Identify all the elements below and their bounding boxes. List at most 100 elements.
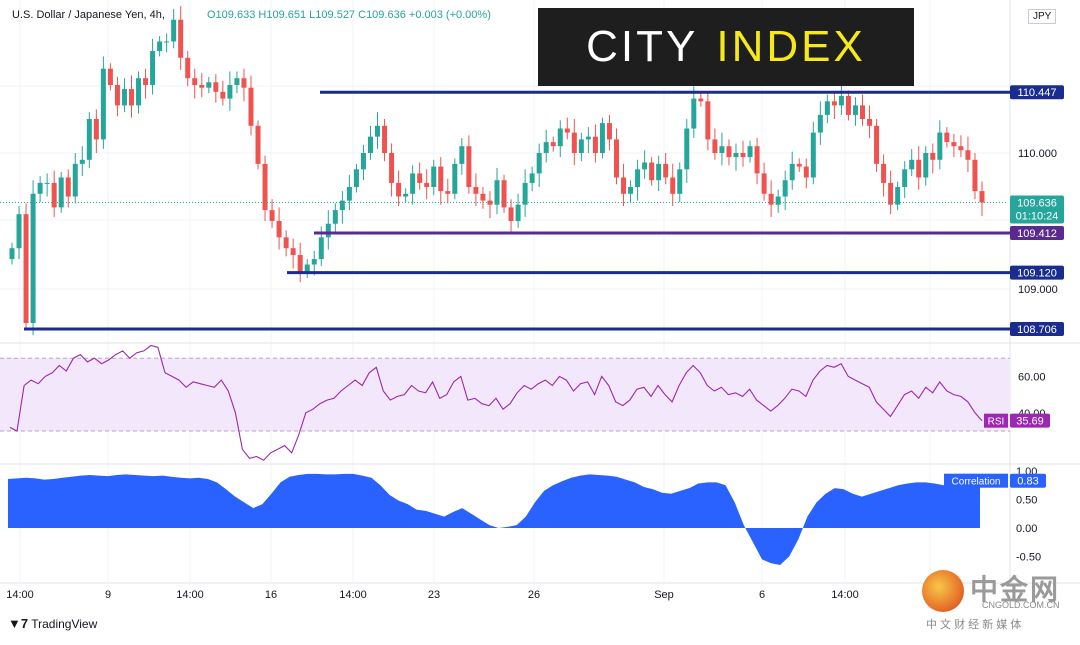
candle-body [438, 166, 444, 192]
candle-body [895, 187, 901, 205]
time-tick-16: 16 [265, 589, 277, 601]
candle-body [234, 78, 240, 85]
candle-body [761, 173, 767, 194]
candle-body [642, 162, 648, 170]
cngold-logo-icon [922, 570, 964, 612]
candle-body [269, 210, 275, 221]
candle-body [536, 153, 542, 174]
corr-label-bg [944, 473, 1008, 488]
rsi-value: 35.69 [1016, 416, 1044, 428]
candle-body [220, 91, 226, 99]
candle-body [157, 41, 163, 51]
candle-body [367, 136, 373, 153]
countdown-value: 01:10:24 [1016, 211, 1059, 223]
candle-body [143, 78, 149, 85]
candle-body [775, 196, 781, 205]
candle-body [852, 105, 858, 115]
rsi-line [9, 344, 983, 461]
candle-body [107, 68, 113, 85]
candle-body [705, 101, 711, 140]
candle-body [881, 163, 887, 183]
level-label-bg [1010, 265, 1064, 280]
candle-body [635, 169, 641, 187]
candle-body [466, 146, 472, 187]
candle-body [185, 57, 191, 79]
candle-body [599, 123, 605, 153]
candle-body [262, 163, 268, 211]
candle-body [902, 169, 908, 187]
candle-body [951, 142, 957, 147]
candle-body [803, 166, 809, 178]
candle-body [621, 177, 627, 194]
candle-body [979, 191, 985, 203]
candle-body [768, 193, 774, 205]
candle-body [972, 159, 978, 192]
tradingview-brand[interactable]: ▼7 TradingView [8, 616, 97, 631]
candle-body [831, 101, 837, 106]
currency-button[interactable]: JPY [1028, 9, 1057, 24]
open-value: O109.633 [207, 9, 256, 21]
corr-tick-0.50: 0.50 [1016, 495, 1037, 507]
candle-body [37, 182, 43, 194]
time-tick-Sep: Sep [654, 589, 674, 601]
candle-body [930, 153, 936, 160]
candle-body [44, 182, 50, 184]
last-price-badge [1010, 195, 1064, 224]
candle-body [396, 182, 402, 197]
candle-body [789, 163, 795, 181]
candle-body [9, 248, 15, 260]
candle-body [571, 132, 577, 153]
candle-body [58, 177, 64, 208]
candle-body [346, 187, 352, 201]
level-lines: 110.447 109.412 109.120 108.706 [24, 85, 1064, 336]
candle-body [670, 177, 676, 194]
candle-body [311, 259, 317, 265]
time-tick-26: 26 [528, 589, 540, 601]
candle-body [473, 187, 479, 194]
corr-tick--0.50: -0.50 [1016, 552, 1041, 564]
candle-body [128, 89, 134, 106]
candle-body [86, 119, 92, 160]
candle-body [248, 87, 254, 126]
candle-body [747, 146, 753, 158]
level-label-bg [1010, 225, 1064, 240]
candle-body [937, 132, 943, 160]
candle-body [459, 146, 465, 164]
change-value: +0.003 (+0.00%) [408, 9, 491, 21]
candle-body [304, 264, 310, 273]
candle-body [375, 125, 381, 137]
candle-body [754, 146, 760, 174]
candle-body [515, 204, 521, 221]
time-tick-14:00: 14:00 [831, 589, 859, 601]
candle-body [389, 153, 395, 183]
candle-body [199, 85, 205, 88]
ohlc-readout: O109.633 H109.651 L109.527 C109.636 +0.0… [207, 9, 491, 21]
rsi-value-bg [1010, 413, 1050, 428]
symbol-title: U.S. Dollar / Japanese Yen, 4h, [12, 9, 165, 21]
corr-tick-0.00: 0.00 [1016, 523, 1037, 535]
time-tick-6: 6 [759, 589, 765, 601]
candle-body [121, 89, 127, 106]
candle-body [424, 182, 430, 187]
time-axis: 14:00 9 14:00 16 14:00 23 26 Sep 6 14:00 [6, 589, 859, 601]
candle-body [255, 125, 261, 164]
candle-body [860, 105, 866, 119]
rsi-label-bg [984, 413, 1008, 428]
candle-body [916, 159, 922, 178]
candle-body [171, 19, 177, 42]
candle-body [923, 153, 929, 178]
candle-body [613, 139, 619, 178]
candle-body [628, 187, 634, 194]
candle-body [824, 101, 830, 115]
candle-body [585, 136, 591, 140]
level-label-bg [1010, 321, 1064, 336]
candle-body [578, 139, 584, 153]
candle-body [360, 153, 366, 170]
candle-body [796, 163, 802, 167]
level-label-109.120: 109.120 [1017, 268, 1057, 280]
candle-body [782, 180, 788, 197]
